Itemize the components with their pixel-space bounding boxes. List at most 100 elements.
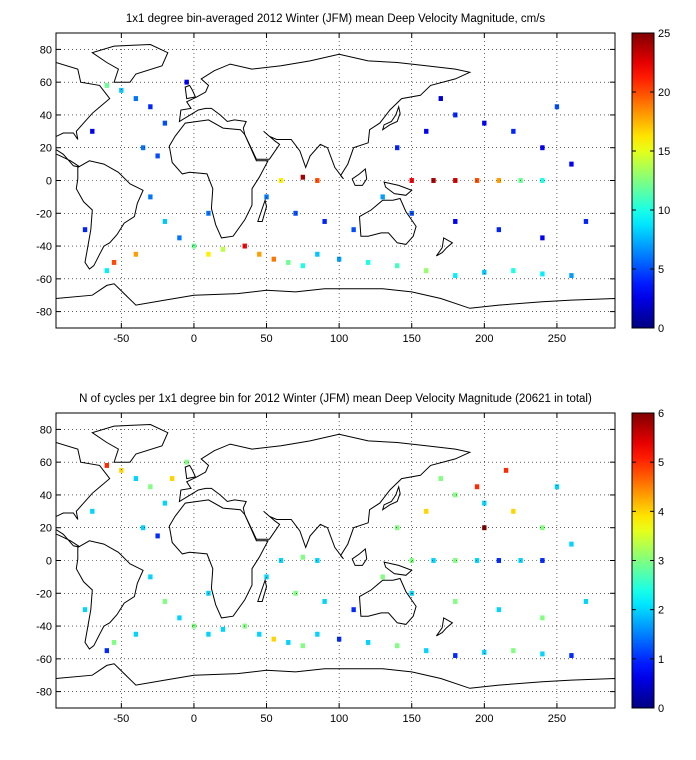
- data-bin: [496, 178, 502, 183]
- x-tick-label: -50: [113, 713, 129, 725]
- data-bin: [424, 648, 429, 654]
- colorbar-tick-label: 10: [658, 205, 670, 217]
- data-bin: [474, 558, 480, 563]
- data-bin: [438, 476, 443, 482]
- coastline: [184, 84, 197, 100]
- data-bin: [540, 558, 545, 563]
- data-bin: [162, 219, 168, 224]
- data-bin: [104, 648, 109, 654]
- data-bin: [264, 194, 269, 200]
- x-tick-label: 250: [548, 333, 566, 345]
- data-bin: [257, 251, 262, 257]
- data-bin: [315, 251, 320, 257]
- data-bin: [569, 161, 574, 167]
- data-bin: [133, 476, 139, 482]
- data-bin: [409, 178, 414, 183]
- y-tick-label: -20: [36, 208, 52, 220]
- y-tick-label: 0: [46, 556, 52, 568]
- y-tick-label: 40: [40, 490, 52, 502]
- data-bin: [300, 554, 306, 560]
- data-bin: [540, 145, 545, 151]
- y-tick-label: 60: [40, 457, 52, 469]
- map-area: [56, 423, 615, 708]
- data-bin: [293, 210, 298, 216]
- data-bin: [111, 259, 117, 265]
- data-bin: [496, 558, 502, 563]
- data-bin: [496, 607, 502, 613]
- data-bin: [278, 558, 284, 563]
- data-bin: [540, 615, 545, 621]
- data-bin: [554, 104, 560, 110]
- data-bin: [184, 79, 189, 85]
- data-bin: [336, 256, 342, 262]
- data-bin: [453, 492, 458, 498]
- data-bin: [257, 631, 262, 637]
- data-bin: [148, 194, 153, 200]
- data-bin: [177, 235, 182, 241]
- data-bin: [482, 269, 487, 275]
- x-tick-label: 100: [330, 713, 348, 725]
- y-tick-label: -60: [36, 654, 52, 666]
- data-bin: [162, 120, 168, 126]
- coastline: [351, 548, 368, 566]
- data-bin: [424, 268, 429, 274]
- data-bin: [395, 643, 400, 649]
- data-bin: [482, 120, 487, 126]
- colorbar-tick-label: 2: [658, 605, 664, 617]
- y-tick-label: -20: [36, 588, 52, 600]
- data-bin: [365, 639, 371, 645]
- coastline: [56, 442, 111, 548]
- y-tick-label: 80: [40, 424, 52, 436]
- y-tick-label: -60: [36, 274, 52, 286]
- coastline: [91, 423, 169, 463]
- y-tick-label: -80: [36, 687, 52, 699]
- data-bin: [569, 273, 574, 279]
- data-bin: [264, 574, 269, 580]
- data-bin: [511, 128, 516, 134]
- data-bin: [220, 626, 226, 632]
- data-bin: [315, 558, 320, 563]
- x-tick-label: 0: [191, 713, 197, 725]
- colorbar-tick-label: 4: [658, 506, 664, 518]
- data-bin: [220, 246, 226, 252]
- data-bin: [82, 227, 88, 233]
- data-bin: [300, 263, 306, 269]
- y-tick-label: 0: [46, 176, 52, 188]
- coastline: [435, 237, 454, 257]
- coastline: [75, 160, 144, 270]
- data-bin: [540, 651, 545, 657]
- data-bin: [148, 104, 153, 110]
- data-bin: [206, 251, 211, 257]
- data-bin: [322, 599, 327, 604]
- y-tick-label: 40: [40, 110, 52, 122]
- data-bin: [162, 500, 168, 506]
- colorbar-tick-label: 1: [658, 654, 664, 666]
- data-bin: [351, 227, 356, 233]
- data-bin: [351, 607, 356, 613]
- data-bin: [569, 653, 574, 659]
- colorbar-tick-label: 6: [658, 408, 664, 420]
- x-tick-label: -50: [113, 333, 129, 345]
- data-bin: [365, 259, 371, 265]
- map-area: [56, 43, 615, 328]
- data-bin: [133, 631, 139, 637]
- colorbar-tick-label: 20: [658, 87, 670, 99]
- data-bin: [424, 128, 429, 134]
- data-bin: [438, 96, 443, 102]
- data-bin: [184, 459, 189, 465]
- x-tick-label: 250: [548, 713, 566, 725]
- data-bin: [431, 558, 436, 563]
- data-bin: [496, 227, 502, 233]
- data-bin: [474, 484, 480, 490]
- colorbar-tick-label: 0: [658, 323, 664, 335]
- data-bin: [540, 271, 545, 277]
- data-bin: [540, 178, 545, 183]
- velocity-map-chart: 1x1 degree bin-averaged 2012 Winter (JFM…: [36, 13, 670, 345]
- data-bin: [395, 525, 400, 531]
- data-bin: [474, 178, 480, 183]
- x-tick-label: 150: [403, 333, 421, 345]
- chart-title: 1x1 degree bin-averaged 2012 Winter (JFM…: [126, 13, 546, 25]
- y-tick-label: 60: [40, 77, 52, 89]
- data-bin: [569, 541, 574, 547]
- x-tick-label: 100: [330, 333, 348, 345]
